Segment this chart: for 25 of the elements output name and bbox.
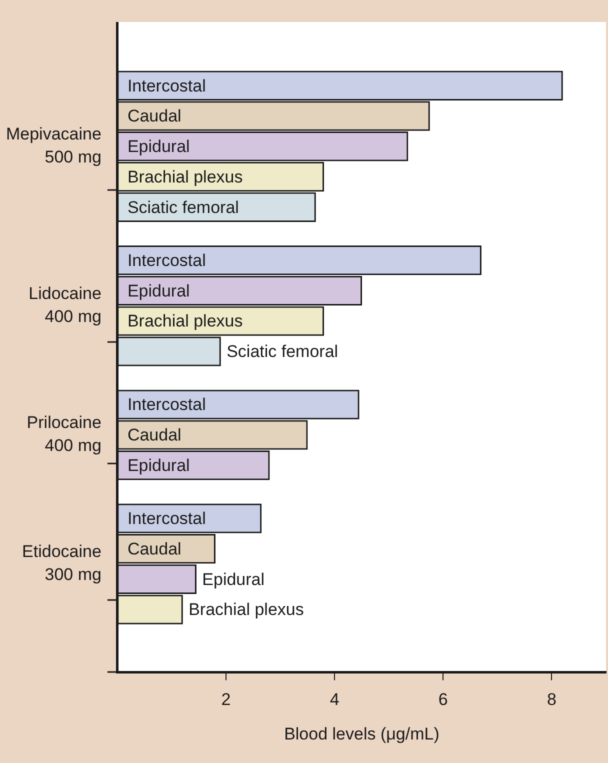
x-tick-label: 2 [221,690,231,710]
series-label: Epidural [127,456,190,475]
text: Intercostal [127,509,206,528]
text: Epidural [202,570,265,589]
text: Intercostal [127,395,206,414]
x-tick-label: 4 [330,690,340,710]
series-label: Sciatic femoral [127,198,239,217]
text: Caudal [127,106,182,126]
y-tick-label: Mepivacaine 500 mg [6,124,102,167]
text: Epidural [127,137,190,156]
series-label: Intercostal [127,250,206,270]
x-axis-title: Blood levels (μg/mL) [284,724,440,744]
text: Brachial plexus [127,312,243,331]
text: Caudal [127,540,182,558]
y-tick-label: Prilocaine 400 mg [26,413,102,456]
series-label: Caudal [127,426,182,445]
x-tick-label: 6 [438,690,448,710]
y-tick-label: Etidocaine 300 mg [22,542,102,584]
text: Epidural [127,281,190,300]
series-label: Brachial plexus [127,167,243,186]
y-tick-label: Lidocaine 400 mg [28,284,102,326]
text: Sciatic femoral [226,342,338,362]
x-tick-label: 8 [546,690,556,710]
text: Intercostal [127,76,206,96]
text: Brachial plexus [188,600,304,620]
